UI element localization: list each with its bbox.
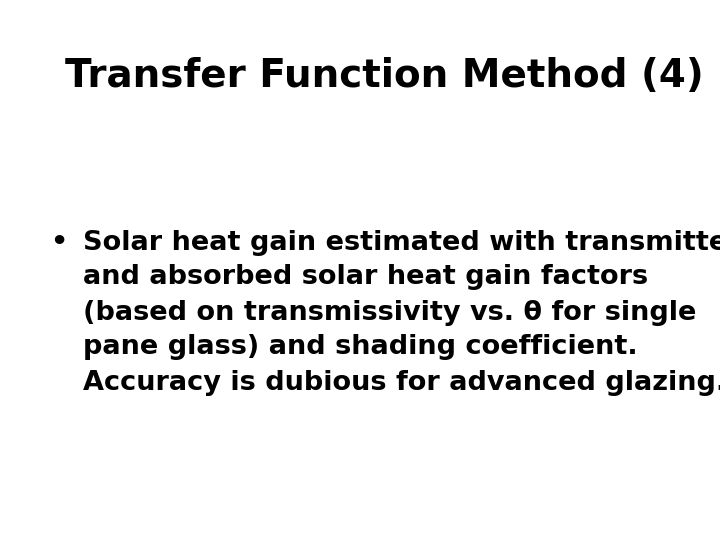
Text: •: •	[50, 230, 68, 255]
Text: Solar heat gain estimated with transmitted
and absorbed solar heat gain factors
: Solar heat gain estimated with transmitt…	[83, 230, 720, 395]
Text: Transfer Function Method (4): Transfer Function Method (4)	[65, 57, 703, 94]
